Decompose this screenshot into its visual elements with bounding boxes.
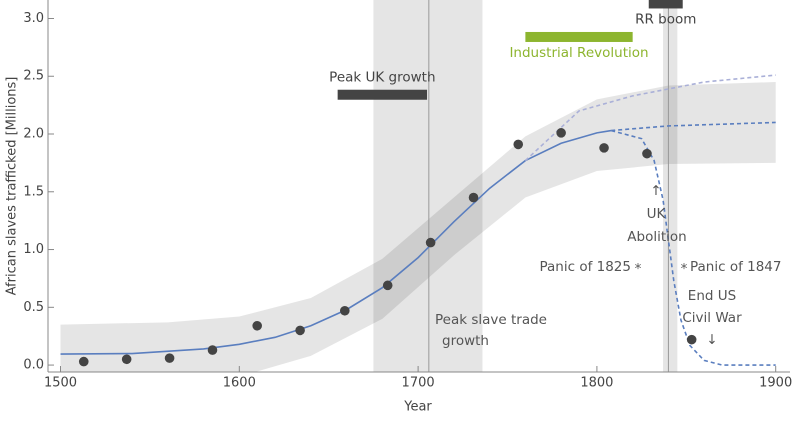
fit-line <box>610 129 776 366</box>
x-tick-label: 1600 <box>223 376 256 391</box>
y-tick-label: 1.5 <box>23 184 44 199</box>
y-tick-label: 0.5 <box>23 300 44 315</box>
period-bar <box>337 89 428 100</box>
confidence-band <box>60 82 776 372</box>
annotation: Panic of 1847 <box>690 259 782 275</box>
data-point <box>164 353 175 363</box>
overlay: Peak UK growth Industrial Revolution RR bo… <box>329 0 696 100</box>
y-tick-label: 1.0 <box>23 242 44 257</box>
y-tick-label: 2.0 <box>23 127 44 142</box>
period-bar <box>525 31 633 42</box>
data-point <box>686 334 697 345</box>
period-label: Industrial Revolution <box>509 45 648 61</box>
data-point <box>468 192 479 203</box>
annotation: Panic of 1825 <box>540 259 632 275</box>
annotation: * <box>635 261 642 277</box>
annotation: Civil War <box>682 310 742 326</box>
x-tick-label: 1700 <box>402 376 435 391</box>
y-tick-label: 3.0 <box>23 11 44 26</box>
data-point <box>599 143 609 153</box>
data-point <box>340 305 350 316</box>
x-tick-label: 1800 <box>580 376 613 391</box>
period-bar <box>648 0 683 9</box>
data-point <box>382 280 393 291</box>
y-tick-label: 2.5 <box>23 69 44 84</box>
data-point <box>121 354 132 365</box>
shaded-period <box>373 0 483 372</box>
annotation: Abolition <box>627 229 686 245</box>
annotation: ↓ <box>706 332 717 348</box>
data-point <box>513 139 524 150</box>
data-point <box>207 345 218 355</box>
annotation: UK <box>647 206 667 222</box>
period-label: Peak UK growth <box>329 70 435 86</box>
data-point <box>642 148 652 159</box>
data-point <box>252 320 262 331</box>
data-point <box>556 128 566 138</box>
annotation: * <box>681 261 688 277</box>
shaded-period <box>663 0 678 372</box>
annotation: growth <box>442 333 489 349</box>
y-tick-label: 0.0 <box>23 358 44 373</box>
annotation: Peak slave trade <box>435 312 547 328</box>
x-tick-label: 1900 <box>759 376 792 391</box>
data-point <box>78 356 89 367</box>
annotation: End US <box>688 288 736 304</box>
y-axis-title: African slaves trafficked [Millions] <box>5 77 20 296</box>
x-axis-title: Year <box>403 400 432 415</box>
fit-line <box>524 74 776 162</box>
plot-area <box>60 0 776 372</box>
fit-line <box>611 121 776 132</box>
period-label: RR boom <box>635 11 696 27</box>
data-point <box>425 237 436 248</box>
x-tick-label: 1500 <box>44 376 77 391</box>
annotation: ↑ <box>650 183 661 199</box>
data-point <box>295 325 305 336</box>
